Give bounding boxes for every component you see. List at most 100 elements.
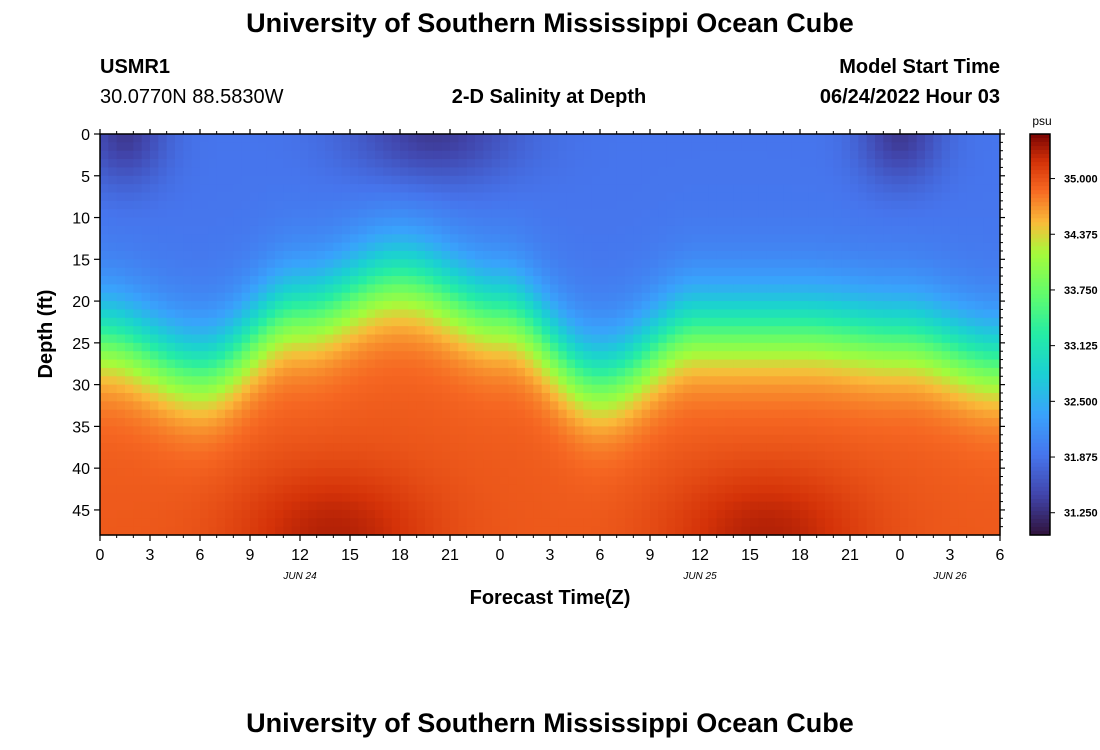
heatmap-cell [650,301,659,311]
heatmap-cell [708,493,718,503]
heatmap-cell [841,175,851,185]
heatmap-cell [883,134,893,143]
heatmap-cell [583,518,593,528]
heatmap-cell [383,468,393,478]
heatmap-cell [525,225,534,235]
heatmap-cell [366,418,376,427]
heatmap-cell [416,276,426,285]
heatmap-cell [500,351,509,361]
heatmap-cell [266,242,276,252]
heatmap-cell [508,451,518,461]
heatmap-cell [650,484,659,494]
heatmap-cell [366,175,376,185]
heatmap-cell [500,301,509,311]
heatmap-cell [308,484,318,494]
heatmap-cell [725,376,734,386]
heatmap-cell [175,234,184,244]
heatmap-cell [916,184,926,194]
heatmap-cell [550,167,559,177]
heatmap-cell [491,526,501,536]
heatmap-cell [416,259,426,269]
heatmap-cell [358,384,368,394]
heatmap-cell [658,292,668,302]
heatmap-cell [275,451,284,461]
heatmap-cell [683,418,693,427]
heatmap-cell [608,451,618,461]
heatmap-cell [666,501,676,511]
heatmap-cell [466,134,476,143]
heatmap-cell [350,451,359,461]
heatmap-cell [841,150,851,160]
heatmap-cell [841,342,851,352]
heatmap-cell [541,459,551,469]
heatmap-cell [941,376,951,386]
heatmap-cell [258,250,268,260]
heatmap-cell [158,351,168,361]
heatmap-cell [383,259,393,269]
heatmap-cell [475,518,484,528]
heatmap-cell [600,351,609,361]
heatmap-cell [208,159,218,169]
heatmap-cell [341,292,351,302]
heatmap-cell [150,192,159,202]
heatmap-cell [158,476,168,486]
heatmap-cell [608,309,618,319]
heatmap-cell [725,159,734,169]
heatmap-cell [616,434,626,444]
heatmap-cell [891,184,901,194]
heatmap-cell [350,159,359,169]
heatmap-cell [458,276,468,285]
heatmap-cell [166,484,176,494]
heatmap-cell [675,242,684,252]
heatmap-cell [608,434,618,444]
heatmap-cell [475,509,484,519]
heatmap-cell [558,493,568,503]
heatmap-cell [516,284,526,294]
heatmap-cell [608,518,618,528]
heatmap-cell [816,200,826,210]
heatmap-cell [891,434,901,444]
heatmap-cell [416,317,426,327]
heatmap-cell [183,209,193,219]
heatmap-cell [100,142,109,152]
heatmap-cell [791,359,801,369]
heatmap-cell [375,217,384,227]
heatmap-cell [733,284,743,294]
heatmap-cell [916,225,926,235]
heatmap-cell [325,418,334,427]
heatmap-cell [183,384,193,394]
heatmap-cell [433,200,443,210]
heatmap-cell [775,392,784,402]
heatmap-cell [741,159,751,169]
heatmap-cell [658,267,668,277]
heatmap-cell [541,501,551,511]
heatmap-cell [133,451,143,461]
heatmap-cell [800,326,809,336]
heatmap-cell [825,451,834,461]
heatmap-cell [391,276,401,285]
heatmap-cell [591,351,601,361]
heatmap-cell [258,351,268,361]
heatmap-cell [516,192,526,202]
heatmap-cell [233,351,243,361]
heatmap-cell [316,526,326,536]
heatmap-cell [516,426,526,436]
heatmap-cell [641,276,651,285]
heatmap-cell [775,309,784,319]
heatmap-cell [541,142,551,152]
heatmap-cell [325,326,334,336]
heatmap-cell [100,175,109,185]
heatmap-cell [183,359,193,369]
heatmap-cell [808,242,818,252]
heatmap-cell [475,334,484,344]
heatmap-cell [325,451,334,461]
heatmap-cell [566,242,576,252]
heatmap-cell [258,150,268,160]
heatmap-cell [875,359,884,369]
heatmap-cell [666,167,676,177]
heatmap-cell [766,175,776,185]
heatmap-cell [733,351,743,361]
heatmap-cell [891,225,901,235]
heatmap-cell [391,526,401,536]
heatmap-cell [883,426,893,436]
